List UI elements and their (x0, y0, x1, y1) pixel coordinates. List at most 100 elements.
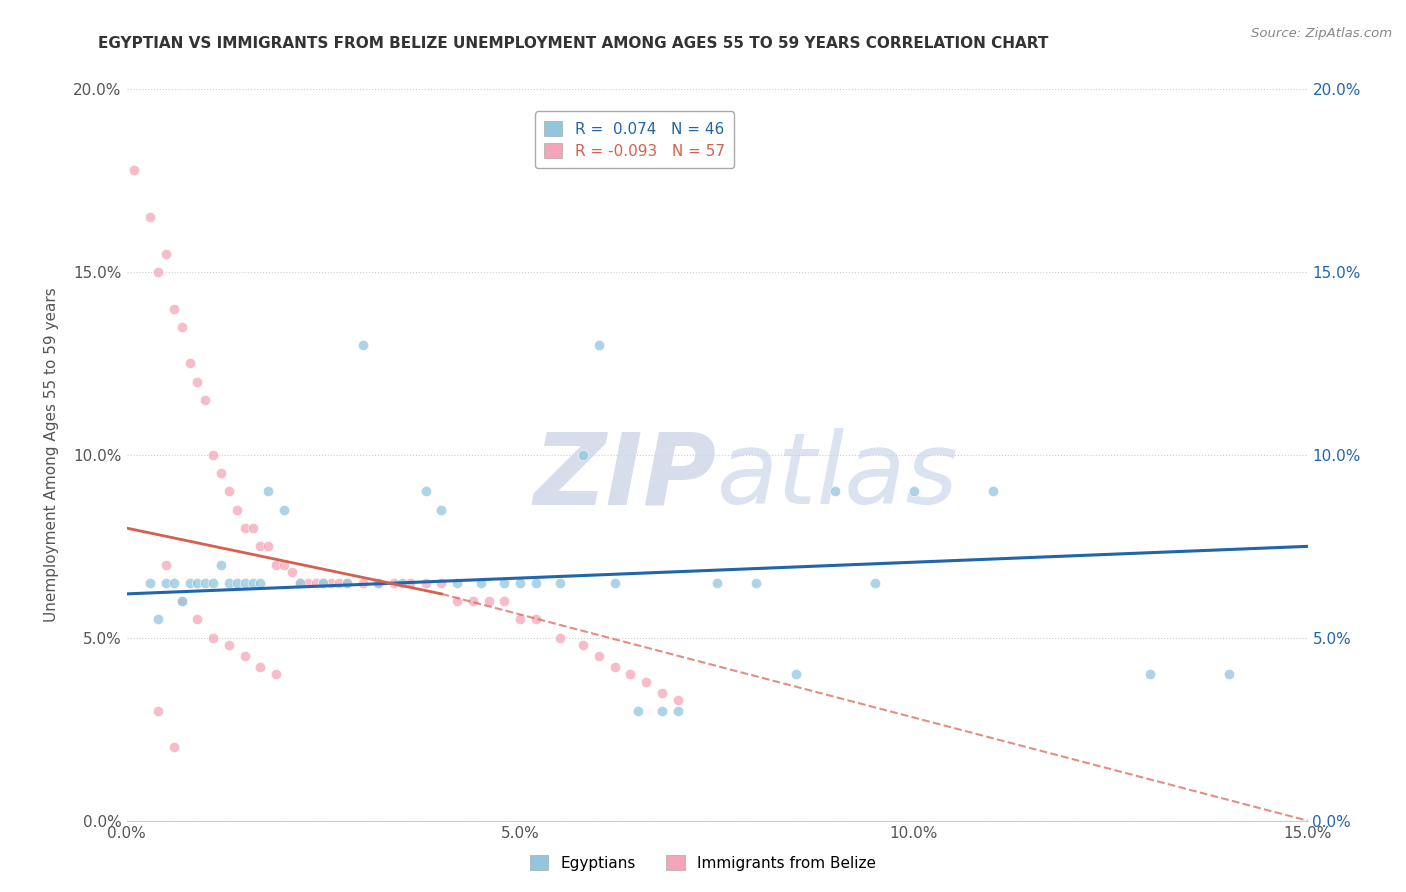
Point (824, 484, 846, 499)
Point (233, 576, 256, 591)
Point (588, 649, 610, 664)
Point (336, 576, 359, 591)
Point (155, 576, 177, 591)
Point (170, 319, 193, 334)
Point (509, 576, 531, 591)
Point (572, 448, 595, 462)
Point (666, 704, 689, 718)
Legend: Egyptians, Immigrants from Belize: Egyptians, Immigrants from Belize (520, 846, 886, 880)
Point (352, 338, 374, 352)
Point (1139, 667, 1161, 681)
Point (981, 484, 1004, 499)
Point (478, 594, 501, 608)
Point (509, 613, 531, 627)
Point (524, 576, 547, 591)
Point (288, 576, 311, 591)
Point (399, 576, 422, 591)
Point (312, 576, 335, 591)
Point (257, 539, 280, 553)
Point (202, 576, 225, 591)
Point (225, 576, 247, 591)
Point (155, 246, 177, 260)
Text: Source: ZipAtlas.com: Source: ZipAtlas.com (1251, 27, 1392, 40)
Point (328, 576, 350, 591)
Point (367, 576, 389, 591)
Point (494, 594, 516, 608)
Point (619, 667, 641, 681)
Point (651, 704, 673, 718)
Point (651, 686, 673, 700)
Point (430, 576, 453, 591)
Point (785, 667, 807, 681)
Y-axis label: Unemployment Among Ages 55 to 59 years: Unemployment Among Ages 55 to 59 years (45, 287, 59, 623)
Point (312, 576, 335, 591)
Point (242, 576, 264, 591)
Point (494, 576, 516, 591)
Point (225, 503, 247, 517)
Point (273, 503, 295, 517)
Point (179, 356, 201, 371)
Point (163, 576, 186, 591)
Point (264, 558, 287, 572)
Point (336, 576, 359, 591)
Point (391, 576, 413, 591)
Point (264, 667, 287, 681)
Point (249, 576, 271, 591)
Point (170, 594, 193, 608)
Point (242, 521, 264, 535)
Point (446, 594, 468, 608)
Point (548, 631, 571, 645)
Point (603, 576, 626, 591)
Point (273, 558, 295, 572)
Point (170, 594, 193, 608)
Point (321, 576, 343, 591)
Point (288, 576, 311, 591)
Text: ZIP: ZIP (534, 428, 717, 525)
Point (415, 484, 437, 499)
Point (218, 638, 240, 652)
Point (588, 338, 610, 352)
Point (281, 565, 304, 579)
Point (202, 631, 225, 645)
Legend: R =  0.074   N = 46, R = -0.093   N = 57: R = 0.074 N = 46, R = -0.093 N = 57 (534, 112, 734, 168)
Point (863, 576, 886, 591)
Point (382, 576, 405, 591)
Point (202, 448, 225, 462)
Point (194, 576, 217, 591)
Point (249, 660, 271, 674)
Point (524, 613, 547, 627)
Point (461, 594, 484, 608)
Point (179, 576, 201, 591)
Point (470, 576, 492, 591)
Point (706, 576, 728, 591)
Point (163, 301, 186, 316)
Point (146, 613, 169, 627)
Point (446, 576, 468, 591)
Point (249, 539, 271, 553)
Point (297, 576, 319, 591)
Point (233, 521, 256, 535)
Point (186, 613, 208, 627)
Point (903, 484, 925, 499)
Point (139, 576, 162, 591)
Point (218, 576, 240, 591)
Point (415, 576, 437, 591)
Point (367, 576, 389, 591)
Point (186, 576, 208, 591)
Text: atlas: atlas (717, 428, 959, 525)
Point (352, 576, 374, 591)
Point (666, 693, 689, 707)
Point (627, 704, 650, 718)
Point (124, 162, 146, 177)
Point (1218, 667, 1240, 681)
Point (304, 576, 326, 591)
Point (194, 392, 217, 407)
Point (636, 674, 658, 689)
Point (572, 638, 595, 652)
Point (146, 265, 169, 279)
Point (209, 558, 232, 572)
Point (257, 484, 280, 499)
Point (233, 649, 256, 664)
Point (163, 740, 186, 755)
Point (430, 503, 453, 517)
